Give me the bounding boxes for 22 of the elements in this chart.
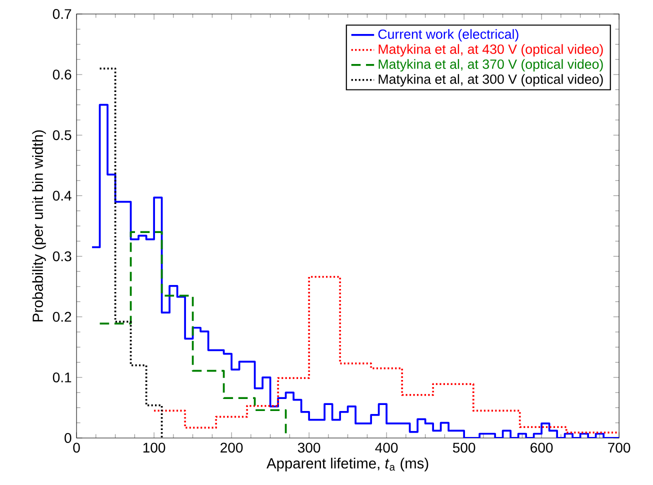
y-tick-label: 0.4 bbox=[52, 190, 72, 201]
y-axis-title: Probability (per unit bin width) bbox=[32, 130, 46, 322]
y-tick-label: 0.6 bbox=[52, 70, 72, 80]
x-tick-label: 0 bbox=[73, 442, 80, 453]
x-tick-label: 400 bbox=[375, 442, 398, 453]
y-tick-label: 0 bbox=[64, 433, 72, 443]
legend-label: Matykina et al, at 430 V (optical video) bbox=[378, 44, 603, 57]
x-axis-title: Apparent lifetime, t$_{a}$ (ms) bbox=[266, 458, 428, 472]
x-tick-label: 600 bbox=[530, 442, 553, 453]
y-tick-label: 0.5 bbox=[52, 130, 72, 140]
y-tick-label: 0.7 bbox=[52, 9, 72, 19]
legend-label: Matykina et al, at 300 V (optical video) bbox=[378, 74, 603, 87]
y-tick-label: 0.2 bbox=[52, 312, 72, 322]
y-tick-label: 0.3 bbox=[52, 251, 72, 262]
x-tick-label: 300 bbox=[298, 442, 320, 453]
y-tick-label: 0.1 bbox=[52, 372, 72, 382]
legend-label: Matykina et al, at 370 V (optical video) bbox=[378, 59, 603, 72]
x-tick-label: 500 bbox=[452, 442, 476, 453]
x-tick-label: 200 bbox=[220, 442, 243, 453]
x-tick-label: 700 bbox=[608, 442, 630, 453]
x-tick-label: 100 bbox=[143, 442, 166, 453]
legend-label: Current work (electrical) bbox=[378, 29, 518, 42]
